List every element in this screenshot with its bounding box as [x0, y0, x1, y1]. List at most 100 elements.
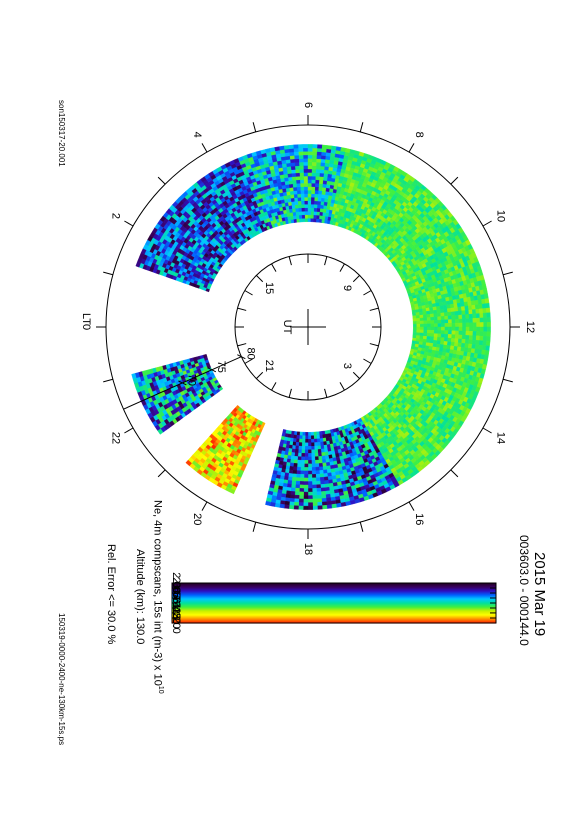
- data-cell: [458, 330, 463, 336]
- data-cell: [310, 207, 315, 212]
- data-cell: [472, 326, 477, 332]
- data-cell: [298, 438, 303, 443]
- data-cell: [290, 158, 296, 164]
- data-cell: [313, 218, 317, 223]
- data-cell: [292, 466, 298, 471]
- data-cell: [318, 186, 323, 192]
- data-cell: [486, 312, 491, 318]
- data-cell: [315, 473, 321, 479]
- data-cell: [310, 200, 315, 205]
- data-cell: [419, 326, 424, 331]
- data-cell: [451, 326, 456, 332]
- data-cell: [451, 315, 456, 320]
- data-cell: [458, 326, 463, 332]
- data-cell: [312, 147, 318, 152]
- data-cell: [310, 435, 315, 440]
- data-cell: [412, 318, 417, 322]
- data-cell: [290, 194, 295, 199]
- data-cell: [299, 431, 303, 436]
- data-cell: [291, 176, 297, 181]
- data-cell: [294, 448, 299, 454]
- data-cell: [472, 317, 477, 323]
- data-cell: [451, 322, 456, 328]
- data-cell: [307, 210, 312, 216]
- data-cell: [299, 168, 305, 173]
- data-cell: [299, 474, 305, 479]
- outer-tick: [201, 501, 208, 511]
- data-cell: [317, 204, 322, 209]
- data-cell: [314, 449, 319, 454]
- data-cell: [316, 494, 322, 500]
- data-cell: [294, 452, 299, 457]
- data-cell: [321, 148, 327, 153]
- outer-tick: [124, 427, 134, 434]
- data-cell: [304, 210, 309, 216]
- data-cell: [320, 448, 325, 453]
- data-cell: [291, 204, 296, 209]
- data-sector-0: [135, 158, 268, 293]
- data-cell: [303, 179, 309, 184]
- data-cell: [298, 204, 303, 209]
- data-cell: [316, 161, 322, 167]
- data-cell: [314, 193, 319, 198]
- data-cell: [294, 445, 299, 450]
- data-cell: [303, 147, 309, 152]
- data-cell: [318, 183, 324, 188]
- data-cell: [319, 169, 325, 174]
- latitude-label: 75: [215, 361, 227, 373]
- data-cell: [451, 330, 456, 335]
- data-cell: [444, 333, 449, 339]
- data-cell: [483, 293, 489, 300]
- data-cell: [301, 449, 306, 454]
- data-cell: [311, 488, 317, 493]
- data-cell: [429, 310, 434, 315]
- data-cell: [307, 151, 313, 156]
- data-cell: [311, 189, 316, 195]
- data-cell: [320, 162, 326, 167]
- data-cell: [298, 502, 304, 507]
- data-cell: [476, 331, 481, 337]
- inner-tick: [288, 256, 292, 266]
- data-cell: [444, 326, 449, 331]
- data-cell: [299, 161, 305, 166]
- data-cell: [450, 338, 456, 343]
- data-cell: [320, 487, 326, 492]
- data-cell: [455, 318, 460, 324]
- data-cell: [319, 179, 324, 185]
- data-cell: [430, 333, 435, 338]
- data-cell: [476, 322, 481, 328]
- data-cell: [299, 481, 305, 486]
- outer-hour-label: 8: [413, 132, 425, 138]
- data-cell: [433, 330, 439, 335]
- data-cell: [318, 466, 324, 471]
- data-cell: [326, 504, 333, 509]
- data-cell: [437, 333, 442, 338]
- data-cell: [316, 431, 320, 436]
- inner-tick: [237, 343, 247, 347]
- outer-tick: [103, 378, 114, 383]
- data-cell: [296, 466, 301, 472]
- data-cell: [300, 452, 305, 458]
- data-cell: [316, 491, 322, 496]
- data-cell: [310, 442, 315, 447]
- data-cell: [486, 317, 491, 323]
- data-cell: [296, 182, 301, 188]
- data-cell: [303, 154, 309, 159]
- data-cell: [300, 193, 305, 198]
- data-cell: [304, 193, 309, 198]
- data-cell: [304, 196, 309, 201]
- data-cell: [311, 481, 317, 486]
- data-cell: [312, 154, 318, 159]
- data-cell: [426, 329, 432, 334]
- data-cell: [307, 460, 312, 465]
- data-cell: [301, 442, 306, 447]
- data-cell: [307, 179, 313, 184]
- data-cell: [447, 319, 453, 324]
- data-cell: [447, 330, 453, 335]
- data-cell: [304, 442, 309, 447]
- data-cell: [310, 218, 314, 223]
- data-cell: [294, 161, 300, 167]
- outer-tick: [502, 271, 513, 276]
- data-cell: [307, 453, 312, 458]
- data-cell: [447, 311, 452, 317]
